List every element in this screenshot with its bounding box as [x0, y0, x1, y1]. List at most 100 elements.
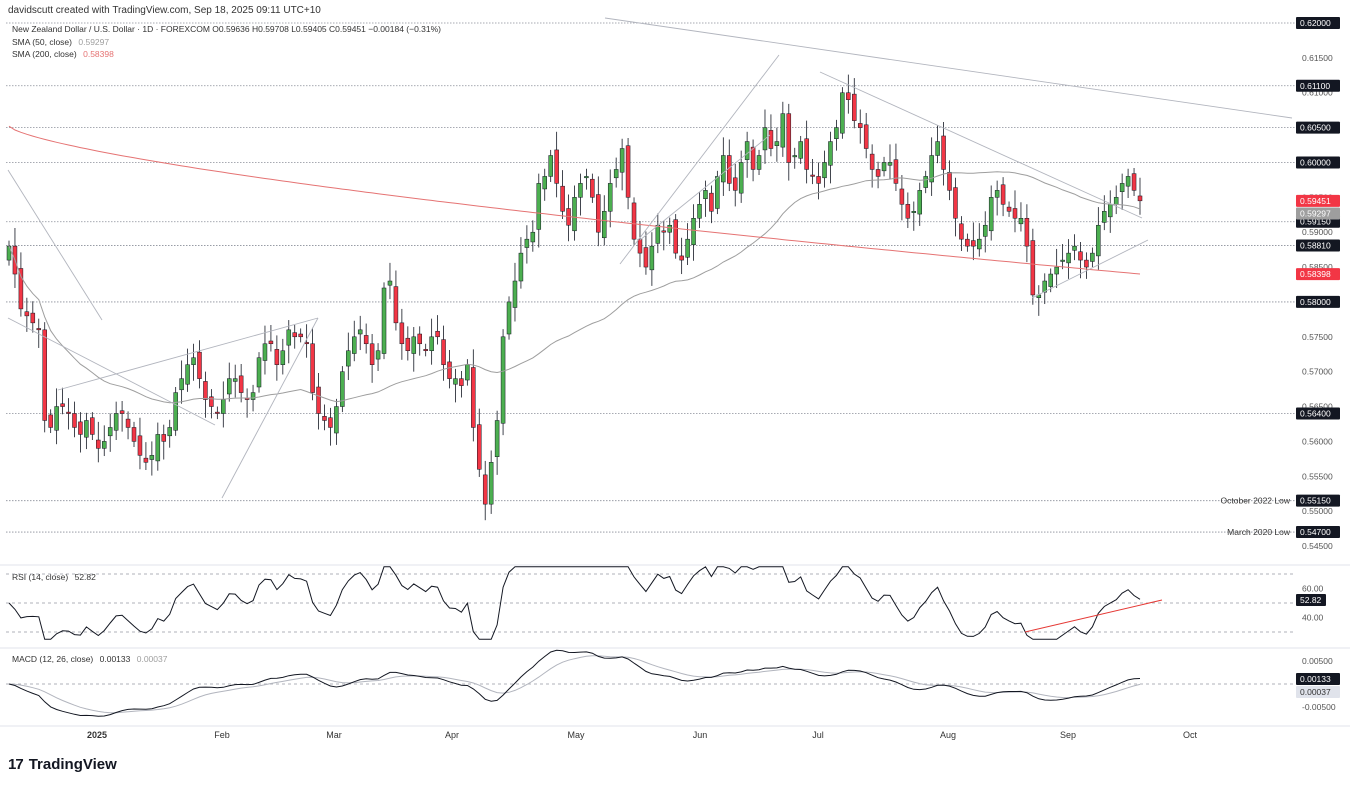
price-tag-text: 0.59451	[1300, 196, 1331, 206]
candle	[203, 371, 208, 418]
candle	[852, 78, 857, 129]
level-tag-text: 0.54700	[1300, 527, 1331, 537]
candle	[721, 137, 726, 196]
level-tag-bg	[1296, 79, 1340, 92]
candle	[923, 170, 928, 194]
trendline	[7, 317, 216, 426]
candle-body	[697, 204, 702, 219]
level-tag: 0.58810	[1296, 239, 1340, 252]
candle	[340, 366, 345, 413]
candle	[667, 217, 672, 245]
candle-body	[744, 141, 750, 160]
candle-body	[215, 411, 220, 414]
candle-body	[226, 378, 232, 395]
candle	[619, 138, 625, 191]
candle	[286, 320, 292, 364]
candle-body	[310, 343, 315, 393]
candle-body	[18, 268, 24, 310]
candle	[209, 389, 214, 419]
candle-body	[197, 351, 202, 379]
y-tick-label: 0.56000	[1302, 436, 1333, 446]
candle-body	[417, 333, 422, 345]
candle-body	[857, 123, 863, 128]
candle	[310, 327, 315, 401]
candle-body	[578, 183, 583, 198]
candle	[84, 412, 89, 450]
candle	[42, 322, 47, 433]
candle-body	[494, 420, 500, 457]
candle	[786, 103, 792, 181]
candle	[917, 182, 923, 226]
candle	[524, 225, 530, 264]
candle-body	[661, 230, 667, 233]
candle-body	[429, 336, 434, 351]
sma50-value: 0.59297	[78, 37, 110, 47]
candle	[697, 192, 702, 229]
candle-body	[48, 414, 53, 428]
candle-body	[947, 171, 952, 191]
candle	[536, 173, 542, 248]
candle	[357, 315, 363, 351]
candle	[12, 228, 18, 288]
candle-body	[101, 441, 107, 449]
candle-body	[1048, 273, 1053, 287]
candle-body	[1078, 251, 1083, 261]
candle	[387, 262, 393, 300]
candle	[405, 326, 411, 361]
candle-body	[316, 386, 321, 414]
sma50-legend: SMA (50, close) 0.59297	[12, 37, 109, 47]
candle-body	[1054, 266, 1059, 275]
candle-body	[447, 361, 452, 379]
candle	[971, 222, 976, 261]
candle-body	[881, 162, 887, 172]
candle	[441, 325, 446, 381]
candle	[1119, 173, 1125, 210]
candle	[238, 363, 244, 403]
candle-body	[988, 197, 994, 232]
candle	[1012, 190, 1018, 233]
candle-body	[518, 252, 524, 282]
candle	[113, 401, 119, 441]
candle-body	[1042, 280, 1048, 293]
candle	[798, 135, 803, 164]
candle-body	[852, 93, 857, 121]
candle	[477, 408, 482, 477]
candle	[453, 368, 458, 403]
candle	[1137, 177, 1143, 215]
candle	[661, 221, 667, 251]
candle-body	[982, 224, 988, 237]
candle-body	[369, 343, 375, 365]
candle-body	[792, 155, 797, 158]
candle-body	[328, 417, 333, 428]
candle-body	[1096, 224, 1101, 257]
candle-body	[96, 439, 101, 449]
candle	[1042, 273, 1048, 305]
candle	[530, 220, 536, 252]
rsi-label: RSI (14, close)	[12, 572, 69, 582]
candle	[1107, 190, 1113, 233]
candle	[947, 160, 952, 201]
candle	[417, 326, 422, 356]
candle-body	[625, 145, 631, 198]
candle	[590, 173, 595, 203]
macd-tick-label: -0.00500	[1302, 702, 1336, 712]
candle	[1096, 207, 1101, 270]
level-tag: 0.60500	[1296, 121, 1340, 134]
price-tag: 0.59297	[1296, 207, 1340, 220]
candle	[143, 442, 149, 470]
candle-body	[363, 335, 369, 345]
candle-body	[1119, 183, 1125, 193]
sma200-line	[8, 125, 1141, 275]
candle	[6, 240, 12, 266]
candle	[471, 349, 476, 442]
candle	[768, 114, 774, 157]
candle-body	[816, 176, 821, 184]
candle-body	[715, 176, 720, 209]
candle-body	[887, 162, 893, 166]
candle	[435, 315, 440, 345]
candle-body	[786, 113, 792, 163]
candle	[994, 180, 1000, 216]
candle	[78, 412, 83, 453]
candle	[607, 169, 613, 228]
